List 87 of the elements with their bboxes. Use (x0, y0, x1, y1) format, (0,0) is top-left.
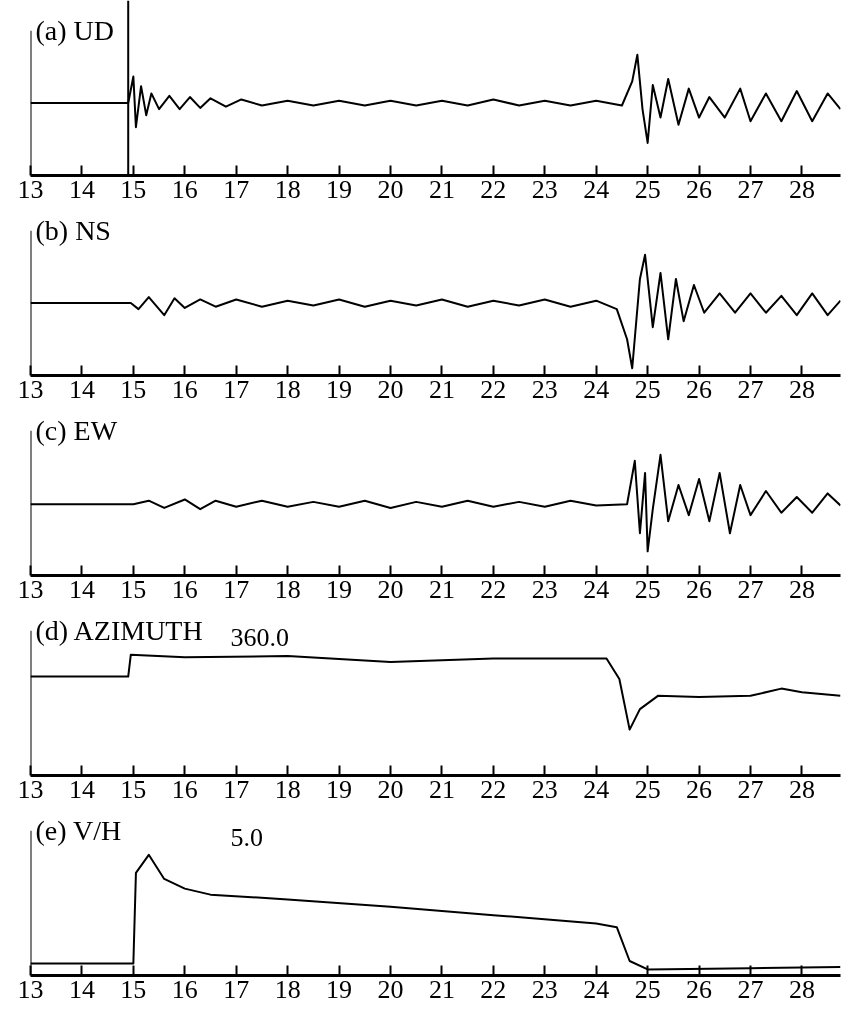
x-tick-label: 13 (17, 174, 44, 204)
x-tick-label: 24 (583, 574, 610, 604)
x-tick-label: 25 (634, 374, 661, 404)
x-tick-label: 14 (68, 574, 95, 604)
x-tick-label: 20 (377, 374, 404, 404)
x-tick-label: 22 (480, 374, 507, 404)
x-tick-label: 23 (531, 774, 558, 804)
x-tick-label: 18 (274, 974, 301, 1004)
x-tick-label: 13 (17, 974, 44, 1004)
chart-title: (a) UD (35, 14, 115, 46)
x-tick-label: 21 (428, 574, 455, 604)
x-tick-label: 23 (531, 374, 558, 404)
x-tick-label: 22 (480, 174, 507, 204)
x-tick-label: 20 (377, 174, 404, 204)
x-tick-label: 22 (480, 574, 507, 604)
x-tick-label: 17 (223, 574, 250, 604)
x-tick-label: 24 (583, 174, 610, 204)
x-tick-label: 13 (17, 774, 44, 804)
x-tick-label: 23 (531, 574, 558, 604)
x-tick-label: 16 (171, 174, 198, 204)
x-tick-label: 18 (274, 374, 301, 404)
x-tick-label: 19 (326, 974, 353, 1004)
text: 5.0 (230, 822, 263, 852)
x-tick-label: 26 (686, 974, 713, 1004)
x-tick-label: 14 (68, 374, 95, 404)
x-tick-label: 14 (68, 774, 95, 804)
x-tick-label: 26 (686, 774, 713, 804)
x-tick-label: 25 (634, 774, 661, 804)
x-tick-label: 25 (634, 574, 661, 604)
text: 360.0 (230, 622, 289, 652)
x-tick-label: 16 (171, 374, 198, 404)
x-tick-label: 25 (634, 174, 661, 204)
x-tick-label: 15 (120, 374, 147, 404)
x-tick-label: 18 (274, 174, 301, 204)
x-tick-label: 20 (377, 774, 404, 804)
x-tick-label: 19 (326, 574, 353, 604)
x-tick-label: 14 (68, 174, 95, 204)
x-tick-label: 21 (428, 974, 455, 1004)
x-tick-label: 20 (377, 974, 404, 1004)
x-tick-label: 16 (171, 574, 198, 604)
chart-title: (c) EW (35, 414, 118, 446)
x-tick-label: 15 (120, 174, 147, 204)
x-tick-label: 18 (274, 574, 301, 604)
x-tick-label: 20 (377, 574, 404, 604)
x-tick-label: 16 (171, 774, 198, 804)
x-tick-label: 26 (686, 374, 713, 404)
x-tick-label: 26 (686, 174, 713, 204)
x-tick-label: 17 (223, 174, 250, 204)
x-tick-label: 21 (428, 374, 455, 404)
x-tick-label: 17 (223, 774, 250, 804)
x-tick-label: 23 (531, 974, 558, 1004)
x-tick-label: 21 (428, 174, 455, 204)
chart-title: (e) V/H (35, 814, 122, 846)
x-tick-label: 28 (788, 574, 815, 604)
x-tick-label: 27 (737, 174, 764, 204)
x-tick-label: 27 (737, 774, 764, 804)
x-tick-label: 28 (788, 774, 815, 804)
x-tick-label: 27 (737, 974, 764, 1004)
x-tick-label: 27 (737, 374, 764, 404)
x-tick-label: 15 (120, 774, 147, 804)
x-tick-label: 15 (120, 974, 147, 1004)
x-tick-label: 16 (171, 974, 198, 1004)
x-tick-label: 24 (583, 374, 610, 404)
x-tick-label: 28 (788, 374, 815, 404)
chart-title: (b) NS (35, 214, 111, 246)
x-tick-label: 13 (17, 574, 44, 604)
x-tick-label: 13 (17, 374, 44, 404)
x-tick-label: 22 (480, 974, 507, 1004)
x-tick-label: 14 (68, 974, 95, 1004)
chart-title: (d) AZIMUTH (35, 614, 203, 646)
x-tick-label: 19 (326, 174, 353, 204)
x-tick-label: 19 (326, 774, 353, 804)
x-tick-label: 21 (428, 774, 455, 804)
x-tick-label: 18 (274, 774, 301, 804)
x-tick-label: 23 (531, 174, 558, 204)
x-tick-label: 28 (788, 974, 815, 1004)
x-tick-label: 22 (480, 774, 507, 804)
x-tick-label: 24 (583, 774, 610, 804)
x-tick-label: 24 (583, 974, 610, 1004)
x-tick-label: 25 (634, 974, 661, 1004)
x-tick-label: 27 (737, 574, 764, 604)
x-tick-label: 19 (326, 374, 353, 404)
x-tick-label: 26 (686, 574, 713, 604)
x-tick-label: 17 (223, 974, 250, 1004)
x-tick-label: 17 (223, 374, 250, 404)
x-tick-label: 15 (120, 574, 147, 604)
x-tick-label: 28 (788, 174, 815, 204)
